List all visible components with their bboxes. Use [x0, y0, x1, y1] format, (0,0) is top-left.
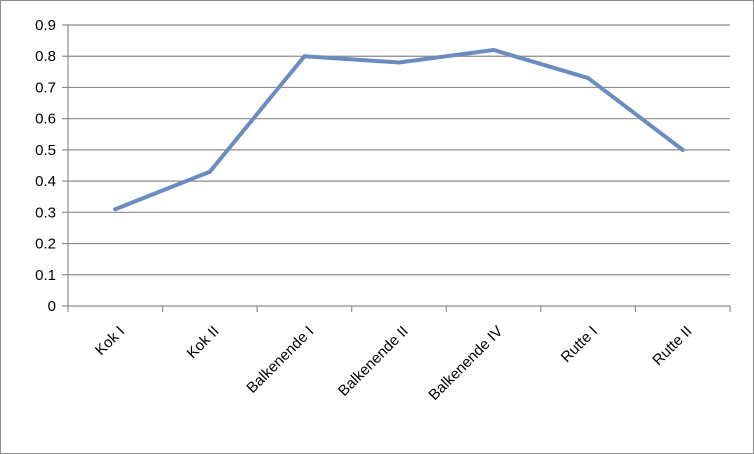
y-tick-labels: 0 0.1 0.2 0.3 0.4 0.5 0.6 0.7 0.8 0.9: [35, 17, 56, 315]
y-tick-label: 0.2: [35, 236, 56, 253]
x-tick-label: Balkenende I: [243, 323, 317, 397]
x-tick-label: Rutte II: [649, 323, 695, 369]
x-tick-label: Balkenende II: [335, 323, 412, 400]
data-point: [302, 54, 307, 59]
data-point: [113, 207, 118, 212]
data-point: [397, 60, 401, 65]
x-tick-label: Kok II: [184, 323, 223, 362]
data-point: [680, 147, 685, 152]
data-point: [491, 47, 496, 52]
y-tick-label: 0.3: [35, 204, 56, 221]
y-tick-label: 0.5: [35, 142, 56, 159]
y-tick-label: 0.6: [35, 111, 56, 128]
axes: [62, 24, 731, 312]
gridlines: [68, 24, 730, 276]
y-tick-label: 0.8: [35, 48, 56, 65]
data-point: [207, 169, 212, 174]
data-point: [586, 76, 591, 81]
y-tick-label: 0.4: [35, 173, 56, 190]
x-tick-labels: Kok I Kok II Balkenende I Balkenende II Balk…: [92, 323, 696, 404]
x-tick-label: Balkenende IV: [425, 323, 506, 404]
series-line: [113, 47, 685, 212]
y-tick-label: 0.7: [35, 79, 56, 96]
x-tick-label: Rutte I: [558, 323, 601, 366]
y-tick-label: 0: [48, 298, 56, 315]
x-tick-label: Kok I: [92, 323, 128, 359]
series: [113, 47, 685, 212]
y-tick-label: 0.1: [35, 267, 56, 284]
y-tick-label: 0.9: [35, 17, 56, 34]
